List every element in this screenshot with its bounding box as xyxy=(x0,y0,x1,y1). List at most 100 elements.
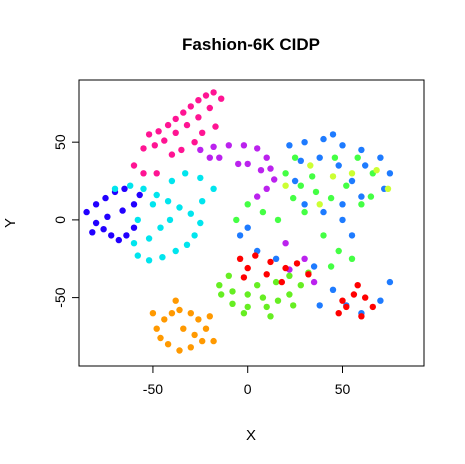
data-point xyxy=(254,193,261,200)
y-tick-label: 50 xyxy=(52,134,68,150)
data-point xyxy=(140,170,147,177)
data-point xyxy=(119,207,126,214)
data-point xyxy=(329,173,337,180)
data-point xyxy=(240,142,248,149)
data-point xyxy=(136,191,143,199)
data-point xyxy=(233,216,240,224)
data-point xyxy=(282,182,289,189)
data-point xyxy=(267,165,274,172)
data-point xyxy=(362,294,369,301)
data-point xyxy=(348,170,356,177)
data-point xyxy=(244,201,251,208)
data-point xyxy=(218,291,225,298)
data-point xyxy=(134,216,141,224)
data-point xyxy=(263,303,270,311)
data-point xyxy=(320,135,327,143)
data-point xyxy=(358,201,365,208)
data-point xyxy=(92,201,100,208)
data-point xyxy=(145,131,153,138)
data-point xyxy=(301,139,308,146)
data-point xyxy=(305,271,312,278)
data-point xyxy=(130,162,138,169)
data-point xyxy=(130,240,138,247)
data-point xyxy=(206,104,213,112)
data-point xyxy=(263,271,270,278)
data-point xyxy=(335,247,342,255)
data-point xyxy=(92,219,100,227)
data-point xyxy=(166,216,174,224)
x-axis-label: X xyxy=(246,427,256,444)
data-point xyxy=(195,114,202,121)
data-point xyxy=(121,185,128,192)
data-point xyxy=(89,229,96,236)
data-point xyxy=(153,325,160,332)
x-axis: -50 0 50 xyxy=(143,366,350,397)
data-point xyxy=(195,316,202,323)
data-point xyxy=(149,310,157,317)
y-axis-label: Y xyxy=(2,218,19,228)
data-point xyxy=(145,257,153,264)
data-point xyxy=(153,170,160,177)
data-point xyxy=(199,198,206,205)
data-point xyxy=(236,232,244,239)
plot-frame xyxy=(78,79,425,367)
data-point xyxy=(140,185,147,192)
data-point xyxy=(244,303,251,311)
data-point xyxy=(195,97,202,104)
data-point xyxy=(327,263,335,270)
data-point xyxy=(199,129,206,136)
data-point xyxy=(164,198,172,205)
y-axis: -50 0 50 xyxy=(52,134,79,308)
data-point xyxy=(329,286,337,293)
data-point xyxy=(293,260,301,267)
data-point xyxy=(151,142,158,149)
data-point xyxy=(123,232,130,239)
data-point xyxy=(339,142,346,149)
data-point xyxy=(350,291,358,298)
data-point xyxy=(301,201,308,208)
data-point xyxy=(104,213,111,220)
data-point xyxy=(358,193,365,200)
data-point xyxy=(297,157,304,164)
data-point xyxy=(263,154,270,161)
data-point xyxy=(218,95,225,102)
data-point xyxy=(254,282,261,289)
data-point xyxy=(164,341,172,348)
data-point xyxy=(348,177,356,185)
data-point xyxy=(259,294,267,301)
data-point xyxy=(187,210,194,217)
data-point xyxy=(272,278,280,286)
data-point xyxy=(236,255,244,262)
data-point xyxy=(191,232,198,239)
data-point xyxy=(331,154,339,161)
data-point xyxy=(191,331,198,339)
data-point xyxy=(278,278,285,286)
data-point xyxy=(130,201,138,208)
data-point xyxy=(216,282,223,289)
data-point xyxy=(180,325,187,332)
data-point xyxy=(290,194,297,202)
data-point xyxy=(83,208,90,216)
data-point xyxy=(259,208,267,216)
data-point xyxy=(244,224,251,231)
data-point xyxy=(159,254,166,261)
data-point xyxy=(172,247,179,255)
data-point xyxy=(369,303,376,311)
data-point xyxy=(257,167,265,174)
data-point xyxy=(134,252,141,259)
data-point xyxy=(244,291,251,298)
data-point xyxy=(312,188,320,196)
data-point xyxy=(343,182,350,189)
data-point xyxy=(111,185,119,192)
data-point xyxy=(149,201,157,208)
data-point xyxy=(309,173,316,180)
data-point xyxy=(377,154,384,161)
data-point xyxy=(187,103,194,110)
data-point xyxy=(373,167,380,174)
data-point xyxy=(348,255,356,262)
data-point xyxy=(206,154,213,161)
data-point xyxy=(307,162,314,169)
data-point xyxy=(329,131,337,138)
data-point xyxy=(182,170,189,177)
